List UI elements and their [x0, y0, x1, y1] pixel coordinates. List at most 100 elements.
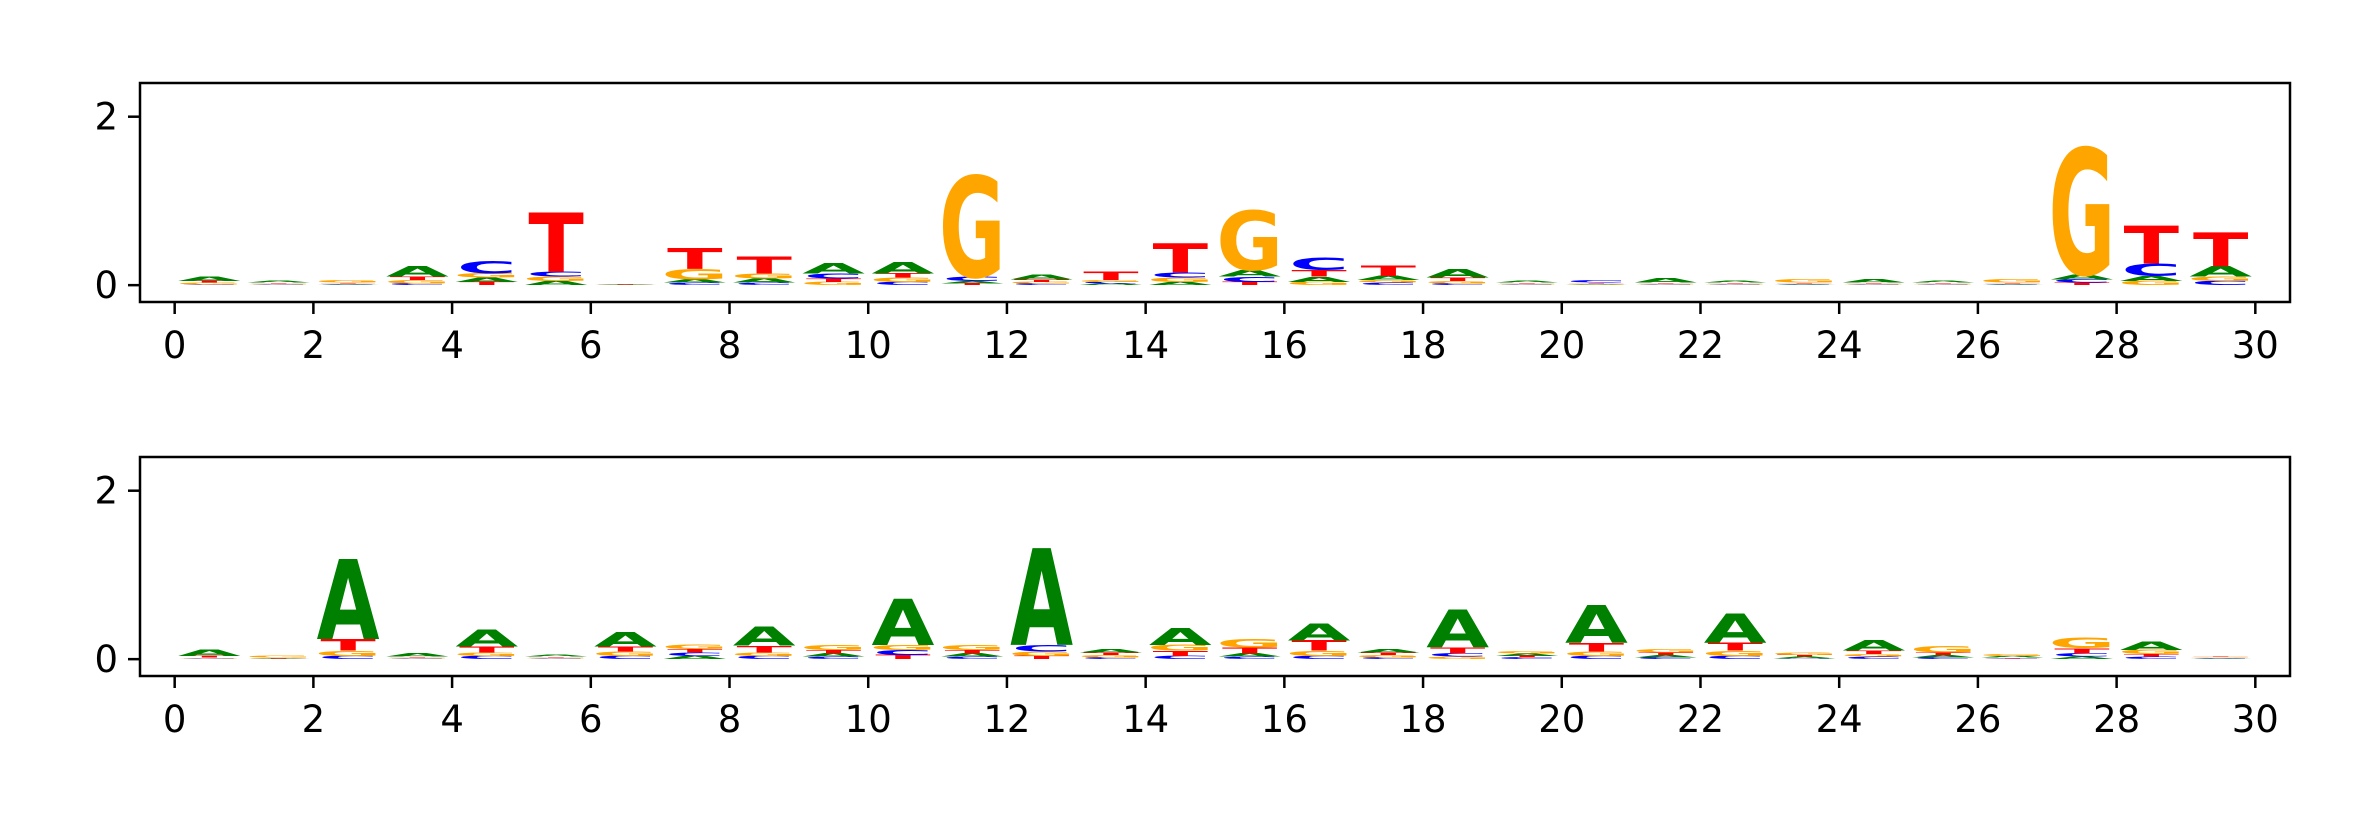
x-tick-label: 26 [1954, 324, 2001, 367]
x-tick-label: 0 [163, 698, 187, 741]
logo-letter-t: T [1430, 646, 1486, 656]
logo-letter-a: A [386, 652, 450, 657]
x-tick-label: 20 [1538, 698, 1585, 741]
logo-letter-g: G [1702, 649, 1769, 657]
logo-letter-g: G [315, 279, 382, 283]
y-tick-label: 2 [94, 96, 118, 139]
logo-letter-g: G [176, 657, 243, 658]
logo-letter-c: C [942, 656, 1002, 660]
x-tick-label: 8 [718, 698, 742, 741]
logo-letter-c: C [318, 655, 378, 660]
logo-letter-c: C [1012, 283, 1072, 286]
logo-letter-g: G [1078, 280, 1145, 283]
logo-letter-g: G [523, 276, 590, 283]
logo-letter-g: G [1841, 283, 1908, 284]
logo-letter-c: C [734, 655, 794, 660]
logo-letter-c: C [1497, 284, 1557, 285]
logo-letter-c: C [457, 655, 517, 660]
x-tick-label: 10 [845, 698, 892, 741]
logo-letter-a: A [1010, 522, 1073, 676]
logo-letter-g: G [176, 282, 243, 285]
logo-letter-t: T [806, 649, 861, 654]
logo-letter-t: T [1222, 646, 1278, 656]
x-tick-label: 16 [1261, 324, 1308, 367]
logo-letter-t: T [1777, 654, 1832, 657]
logo-letter-t: T [390, 276, 445, 281]
logo-letter-c: C [1220, 656, 1280, 660]
logo-letter-a: A [2050, 656, 2114, 660]
logo-letter-c: C [2121, 260, 2181, 280]
logo-letter-c: C [1081, 657, 1141, 660]
logo-letter-t: T [528, 656, 583, 657]
logo-letter-c: C [249, 284, 309, 285]
logo-letter-t: T [390, 656, 445, 657]
logo-letter-a: A [1912, 280, 1976, 283]
logo-letter-t: T [1777, 282, 1832, 283]
x-tick-label: 2 [302, 324, 326, 367]
logo-letter-c: C [1428, 283, 1488, 286]
logo-letter-g: G [384, 279, 451, 284]
logo-letter-c: C [1983, 658, 2043, 659]
logo-letter-t: T [320, 282, 375, 283]
logo-letter-c: C [2052, 652, 2112, 657]
logo-letter-c: C [526, 658, 586, 659]
logo-letter-t: T [945, 283, 1000, 286]
logo-letter-a: A [1773, 284, 1837, 285]
logo-letter-t: T [1291, 638, 1347, 654]
logo-letter-a: A [941, 652, 1005, 657]
logo-letter-c: C [804, 272, 864, 280]
x-tick-label: 10 [845, 324, 892, 367]
x-tick-label: 30 [2232, 324, 2279, 367]
logo-letter-c: C [1844, 656, 1904, 660]
logo-letter-c: C [734, 282, 794, 286]
logo-letter-t: T [251, 282, 306, 283]
logo-letter-g: G [939, 149, 1006, 310]
logo-letter-t: T [1638, 652, 1693, 656]
logo-letter-a: A [178, 647, 241, 658]
logo-letter-c: C [665, 652, 725, 657]
logo-letter-t: T [1916, 282, 1971, 283]
logo-letter-a: A [802, 652, 866, 657]
logo-letter-a: A [594, 628, 657, 651]
logo-letter-a: A [2050, 273, 2113, 281]
logo-letter-g: G [453, 272, 520, 279]
x-tick-label: 12 [983, 698, 1030, 741]
logo-letter-a: A [247, 280, 311, 283]
x-tick-label: 24 [1816, 324, 1863, 367]
logo-letter-g: G [1147, 276, 1214, 283]
logo-letter-a: A [1634, 277, 1697, 284]
logo-letter-c: C [1428, 652, 1488, 657]
logo-letter-t: T [736, 252, 792, 279]
logo-letter-g: G [662, 644, 729, 651]
logo-letter-t: T [1361, 652, 1416, 656]
logo-letter-c: C [2052, 278, 2112, 283]
logo-letter-t: T [1985, 282, 2040, 283]
logo-letter-a: A [1426, 267, 1489, 281]
logo-letter-a: A [733, 622, 796, 652]
logo-letter-g: G [800, 281, 867, 286]
x-tick-label: 28 [2093, 324, 2140, 367]
logo-letter-a: A [1704, 606, 1767, 653]
logo-letter-g: G [1771, 278, 1838, 283]
logo-letter-a: A [802, 261, 865, 277]
logo-letter-t: T [1707, 641, 1763, 653]
logo-letter-c: C [1775, 658, 1835, 659]
logo-letter-g: G [661, 266, 728, 282]
logo-letter-g: G [2049, 635, 2116, 651]
logo-letter-a: A [1842, 638, 1905, 654]
logo-letter-t: T [2124, 653, 2179, 657]
logo-letter-c: C [2191, 280, 2251, 287]
logo-letter-a: A [1704, 280, 1768, 283]
logo-letter-c: C [1289, 254, 1349, 274]
logo-letter-t: T [667, 243, 723, 277]
logo-letter-g: G [1008, 650, 1075, 657]
logo-letter-g: G [1563, 650, 1630, 657]
logo-letter-t: T [1569, 641, 1625, 655]
x-tick-label: 2 [302, 698, 326, 741]
logo-letter-c: C [596, 655, 656, 660]
logo-letter-c: C [1636, 657, 1696, 660]
logo-letter-t: T [1291, 268, 1347, 279]
logo-letter-g: G [1771, 652, 1838, 656]
logo-letter-g: G [1008, 281, 1075, 284]
logo-letter-g: G [1216, 196, 1283, 290]
